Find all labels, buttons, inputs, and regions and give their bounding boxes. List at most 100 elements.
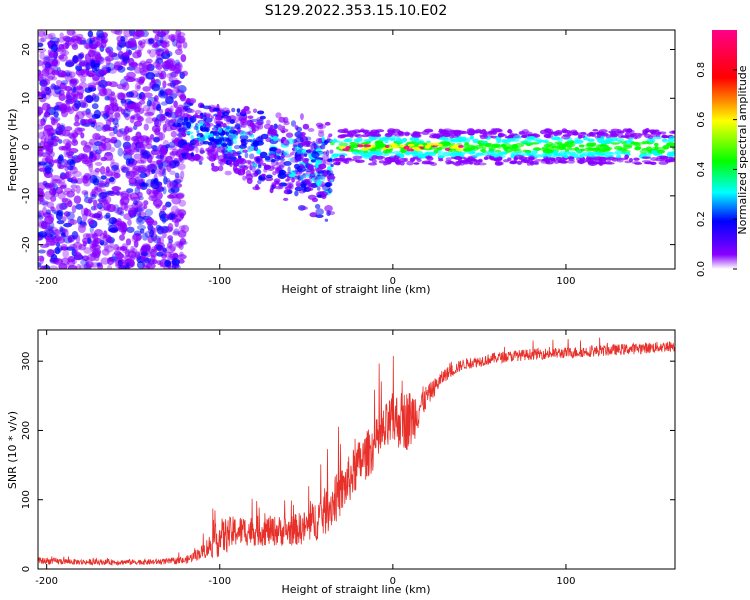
figure-title: S129.2022.353.15.10.E02	[265, 3, 448, 19]
spectrogram-cell	[169, 71, 179, 78]
spectrogram-cell	[173, 100, 178, 108]
spectrogram-cell	[554, 130, 563, 135]
spectrogram-cell	[160, 225, 169, 234]
spectrogram-cell	[50, 195, 57, 202]
spectrogram-cell	[44, 147, 51, 152]
colorbar-tick-label: 0.6	[696, 112, 707, 128]
spectrogram-cell	[369, 148, 377, 152]
spectrogram-cell	[52, 138, 59, 147]
spectrogram-cell	[574, 146, 580, 151]
spectrogram-cell	[136, 93, 142, 100]
spectrogram-cell	[60, 243, 68, 250]
spectrogram-cell	[105, 169, 116, 177]
spectrogram-cell	[121, 164, 128, 174]
spectrogram-cell	[238, 169, 242, 176]
spectrogram-cell	[152, 186, 158, 196]
spectrogram-cell	[72, 55, 79, 63]
spectrogram-cell	[225, 131, 230, 137]
spectrogram-cell	[126, 226, 135, 233]
spectrogram-cell	[44, 66, 54, 75]
spectrogram-cell	[568, 147, 576, 151]
spectrogram-cell	[153, 95, 159, 102]
spectrogram-cell	[49, 37, 60, 44]
spectrogram-cell	[48, 213, 55, 222]
spectrogram-cell	[145, 71, 156, 80]
spectrogram-cell	[603, 151, 614, 155]
spectrogram-cell	[105, 57, 111, 66]
spectrogram-cell	[123, 108, 131, 117]
spectrogram-cell	[132, 233, 143, 241]
spectrogram-cell	[317, 131, 325, 138]
spectrogram-cell	[240, 122, 247, 128]
spectrogram-cell	[106, 203, 116, 213]
spectrogram-cell	[158, 87, 166, 94]
spectrogram-cell	[44, 62, 52, 69]
spectrogram-cell	[237, 155, 242, 159]
spectrogram-cell	[270, 124, 274, 129]
spectrogram-cell	[466, 128, 475, 133]
spectrogram-cell	[144, 208, 154, 217]
spectrogram-cell	[141, 232, 149, 241]
spectrogram-cell	[518, 130, 526, 135]
colorbar-tick-label: 0.2	[696, 211, 707, 227]
spectrogram-cell	[314, 145, 323, 149]
spectrogram-cell	[104, 245, 115, 253]
spectrogram-cell	[40, 152, 51, 158]
spectrogram-cell	[316, 186, 321, 191]
spectrogram-cell	[213, 138, 223, 145]
spectrogram-cell	[105, 166, 110, 173]
spectrogram-cell	[99, 166, 106, 175]
spectrogram-cell	[38, 91, 41, 97]
spectrogram-cell	[411, 133, 422, 138]
spectrogram-cell	[51, 135, 60, 143]
spectrogram-cell	[148, 38, 155, 45]
spectrogram-cell	[111, 164, 119, 171]
spectrogram-cell	[179, 251, 184, 257]
spectrogram-cell	[126, 165, 131, 174]
spectrogram-cell	[120, 108, 126, 115]
spectrogram-cell	[46, 85, 57, 93]
spectrogram-cell	[84, 53, 92, 62]
spectrogram-cell	[441, 151, 452, 157]
spectrogram-cell	[321, 193, 327, 200]
spectrogram-y-label: Frequency (Hz)	[6, 109, 19, 192]
spectrogram-cell	[485, 154, 493, 160]
spectrogram-cell	[225, 125, 230, 130]
spectrogram-cell	[357, 144, 364, 148]
spectrogram-cell	[253, 145, 259, 152]
spectrogram-cell	[285, 178, 290, 182]
spectrogram-cell	[642, 128, 650, 134]
spectrogram-cell	[175, 30, 182, 38]
spectrogram-cell	[573, 139, 584, 144]
spectrogram-cell	[159, 72, 164, 80]
spectrogram-cell	[45, 209, 51, 215]
spectrogram-cell	[273, 123, 278, 130]
spectrogram-cell	[58, 182, 67, 188]
spectrogram-cell	[594, 159, 603, 164]
spectrogram-cell	[596, 144, 603, 149]
spectrogram-cell	[306, 187, 314, 192]
spectrogram-cell	[534, 158, 544, 162]
spectrogram-cell	[58, 139, 63, 144]
spectrogram-cell	[472, 140, 479, 144]
colorbar-tick-label: 0.4	[696, 161, 707, 177]
spectrogram-cell	[486, 131, 493, 136]
spectrogram-cell	[152, 235, 161, 244]
spectrogram-cell	[204, 131, 210, 139]
spectrogram-cell	[117, 261, 126, 269]
spectrogram-cell	[596, 134, 601, 139]
spectrogram-cell	[221, 111, 230, 117]
spectrogram-cell	[144, 111, 155, 117]
spectrogram-cell	[221, 148, 228, 153]
spectrogram-cell	[136, 49, 142, 58]
spectrogram-cell	[264, 155, 271, 161]
spectrogram-cell	[240, 108, 246, 115]
spectrogram-cell	[45, 183, 56, 189]
spectrogram-cell	[158, 248, 165, 253]
spectrogram-cell	[543, 133, 552, 138]
spectrogram-cell	[552, 150, 559, 155]
spectrogram-cell	[178, 258, 185, 264]
spectrogram-cell	[92, 36, 101, 41]
spectrogram-cell	[311, 197, 319, 203]
